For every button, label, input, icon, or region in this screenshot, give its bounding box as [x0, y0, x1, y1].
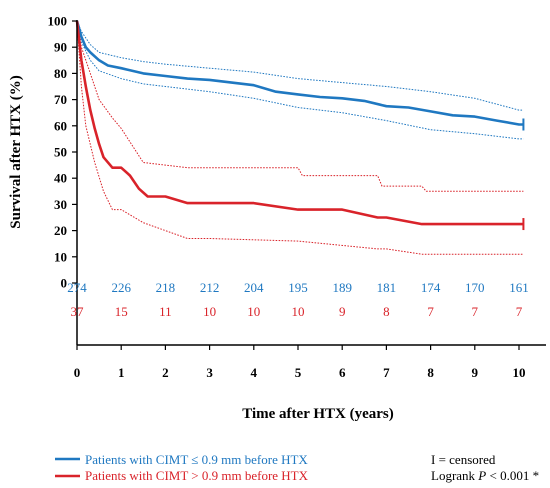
x-tick-layer: 0 1 2 3 4 5 6 7 8 9 10: [74, 345, 526, 380]
at-risk-table: 274 226 218 212 204 195 189 181 174 170 161 37 15 11 1…: [67, 280, 529, 319]
y-tick-label: 70: [54, 92, 67, 107]
y-tick-layer: 0 10 20 30 40 50 60 70 80 90 100: [48, 14, 77, 291]
at-risk-count-series-2: 8: [383, 304, 390, 319]
at-risk-count-series-2: 7: [516, 304, 523, 319]
at-risk-count-series-2: 10: [203, 304, 216, 319]
ci-lower-series-2: [76, 20, 524, 255]
y-tick-label: 60: [54, 118, 67, 133]
logrank-note: Logrank P < 0.001 *: [431, 468, 539, 483]
at-risk-count-series-2: 37: [71, 304, 85, 319]
at-risk-count-series-1: 204: [244, 280, 264, 295]
x-tick-label: 0: [74, 365, 81, 380]
x-tick-label: 10: [513, 365, 526, 380]
logrank-suffix: < 0.001 *: [486, 468, 539, 483]
at-risk-count-series-2: 10: [247, 304, 260, 319]
at-risk-count-series-2: 9: [339, 304, 346, 319]
at-risk-count-series-1: 212: [200, 280, 220, 295]
confidence-band-layer: [76, 20, 524, 255]
at-risk-count-series-1: 170: [465, 280, 485, 295]
survival-line-series-2: [75, 20, 524, 226]
at-risk-count-series-2: 15: [115, 304, 128, 319]
ci-upper-series-2: [76, 20, 524, 192]
legend: Patients with CIMT ≤ 0.9 mm before HTX P…: [55, 452, 309, 483]
x-tick-label: 5: [295, 365, 302, 380]
at-risk-count-series-1: 274: [67, 280, 87, 295]
logrank-p: P: [477, 468, 486, 483]
y-tick-label: 90: [54, 40, 67, 55]
y-tick-label: 80: [54, 66, 67, 81]
survival-curve-layer: [75, 20, 525, 231]
at-risk-count-series-1: 181: [377, 280, 397, 295]
y-tick-label: 20: [54, 223, 67, 238]
x-tick-label: 9: [472, 365, 479, 380]
at-risk-count-series-1: 174: [421, 280, 441, 295]
y-tick-label: 0: [61, 276, 68, 291]
y-tick-label: 30: [54, 197, 67, 212]
at-risk-count-series-1: 161: [509, 280, 529, 295]
at-risk-count-series-2: 11: [159, 304, 172, 319]
x-tick-label: 8: [427, 365, 434, 380]
y-tick-label: 10: [54, 249, 67, 264]
x-tick-label: 4: [251, 365, 258, 380]
censored-note: I = censored: [431, 452, 496, 467]
legend-label-series-1: Patients with CIMT ≤ 0.9 mm before HTX: [85, 452, 308, 467]
at-risk-count-series-2: 10: [292, 304, 305, 319]
at-risk-count-series-2: 7: [427, 304, 434, 319]
at-risk-count-series-1: 189: [332, 280, 352, 295]
at-risk-count-series-1: 195: [288, 280, 308, 295]
y-tick-label: 100: [48, 14, 68, 29]
at-risk-count-series-1: 226: [111, 280, 131, 295]
x-tick-label: 7: [383, 365, 390, 380]
y-tick-label: 40: [54, 171, 67, 186]
at-risk-count-series-2: 7: [472, 304, 479, 319]
y-axis-title: Survival after HTX (%): [8, 75, 24, 228]
x-tick-label: 6: [339, 365, 346, 380]
at-risk-count-series-1: 218: [156, 280, 176, 295]
x-tick-label: 3: [206, 365, 213, 380]
x-axis-title: Time after HTX (years): [242, 406, 394, 422]
y-tick-label: 50: [54, 145, 67, 160]
logrank-prefix: Logrank: [431, 468, 478, 483]
x-tick-label: 2: [162, 365, 169, 380]
x-tick-label: 1: [118, 365, 125, 380]
axes-layer: [76, 20, 546, 346]
ci-lower-series-1: [76, 20, 524, 140]
ci-upper-series-1: [76, 20, 524, 111]
survival-line-series-1: [75, 20, 524, 126]
legend-label-series-2: Patients with CIMT > 0.9 mm before HTX: [85, 468, 309, 483]
